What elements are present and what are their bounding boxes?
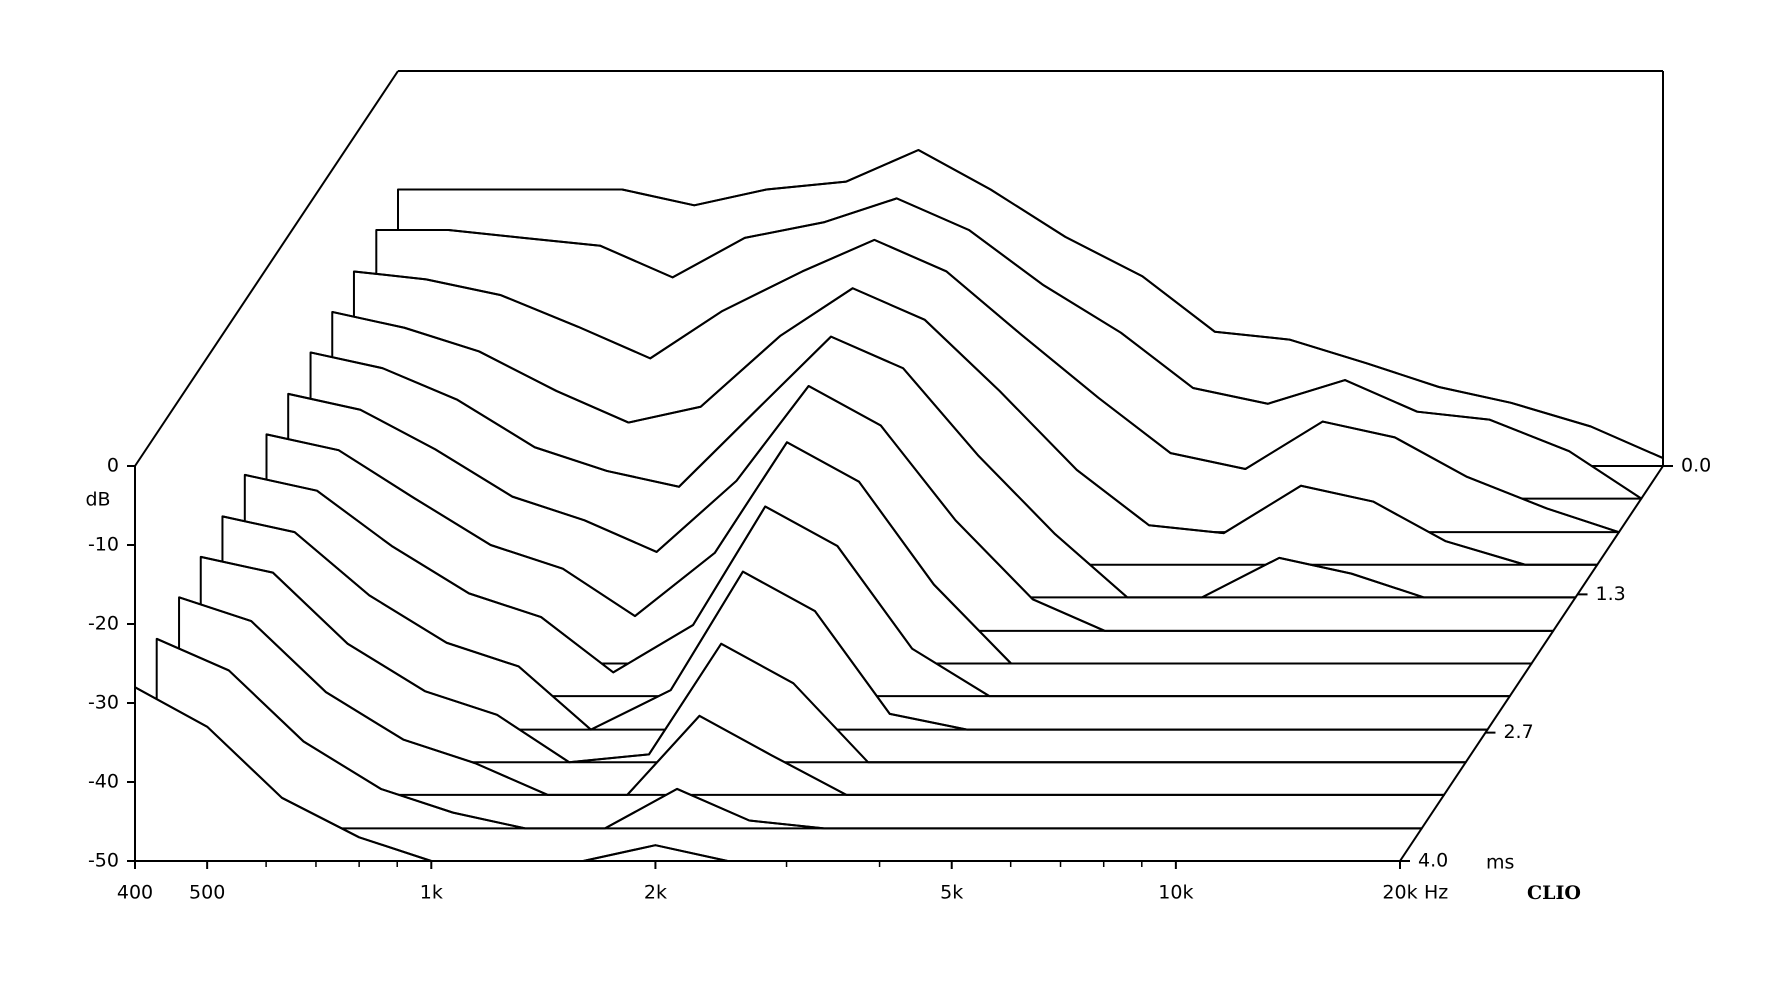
- y-tick-label: -50: [88, 850, 119, 872]
- brand: CLIO: [1527, 882, 1581, 904]
- slice-line: [222, 515, 1488, 731]
- slice-line: [244, 473, 1510, 698]
- slice-line: [134, 686, 1400, 862]
- y-tick-label: -40: [88, 771, 119, 793]
- x-axis-label: Hz: [1424, 882, 1448, 904]
- slice-line: [156, 637, 1422, 830]
- x-tick-label: 400: [117, 882, 153, 904]
- frame-line: [134, 70, 399, 467]
- x-tick-label: 10k: [1158, 882, 1193, 904]
- z-tick-label: 0.0: [1681, 455, 1711, 477]
- z-tick-label: 1.3: [1596, 583, 1626, 605]
- y-tick-label: -30: [88, 692, 119, 714]
- y-axis-label: dB: [85, 489, 110, 511]
- y-tick-label: -20: [88, 613, 119, 635]
- x-tick-label: 5k: [940, 882, 963, 904]
- slice-line: [287, 385, 1554, 632]
- x-tick-label: 1k: [420, 882, 443, 904]
- z-tick-label: 2.7: [1503, 721, 1533, 743]
- slice-line: [353, 238, 1620, 534]
- slice-line: [200, 555, 1466, 764]
- z-axis-label: ms: [1486, 852, 1514, 874]
- x-tick-label: 2k: [644, 882, 667, 904]
- slice-line: [398, 149, 1664, 460]
- slice-line: [310, 335, 1576, 599]
- slice-line: [178, 596, 1445, 796]
- y-tick-label: -10: [88, 534, 119, 556]
- x-tick-label: 500: [189, 882, 225, 904]
- slice-line: [376, 197, 1642, 500]
- slice-line: [266, 433, 1532, 665]
- y-tick-label: 0: [107, 455, 119, 477]
- z-tick-label: 4.0: [1418, 850, 1448, 872]
- slice-line: [332, 287, 1598, 566]
- x-tick-label: 20k: [1382, 882, 1417, 904]
